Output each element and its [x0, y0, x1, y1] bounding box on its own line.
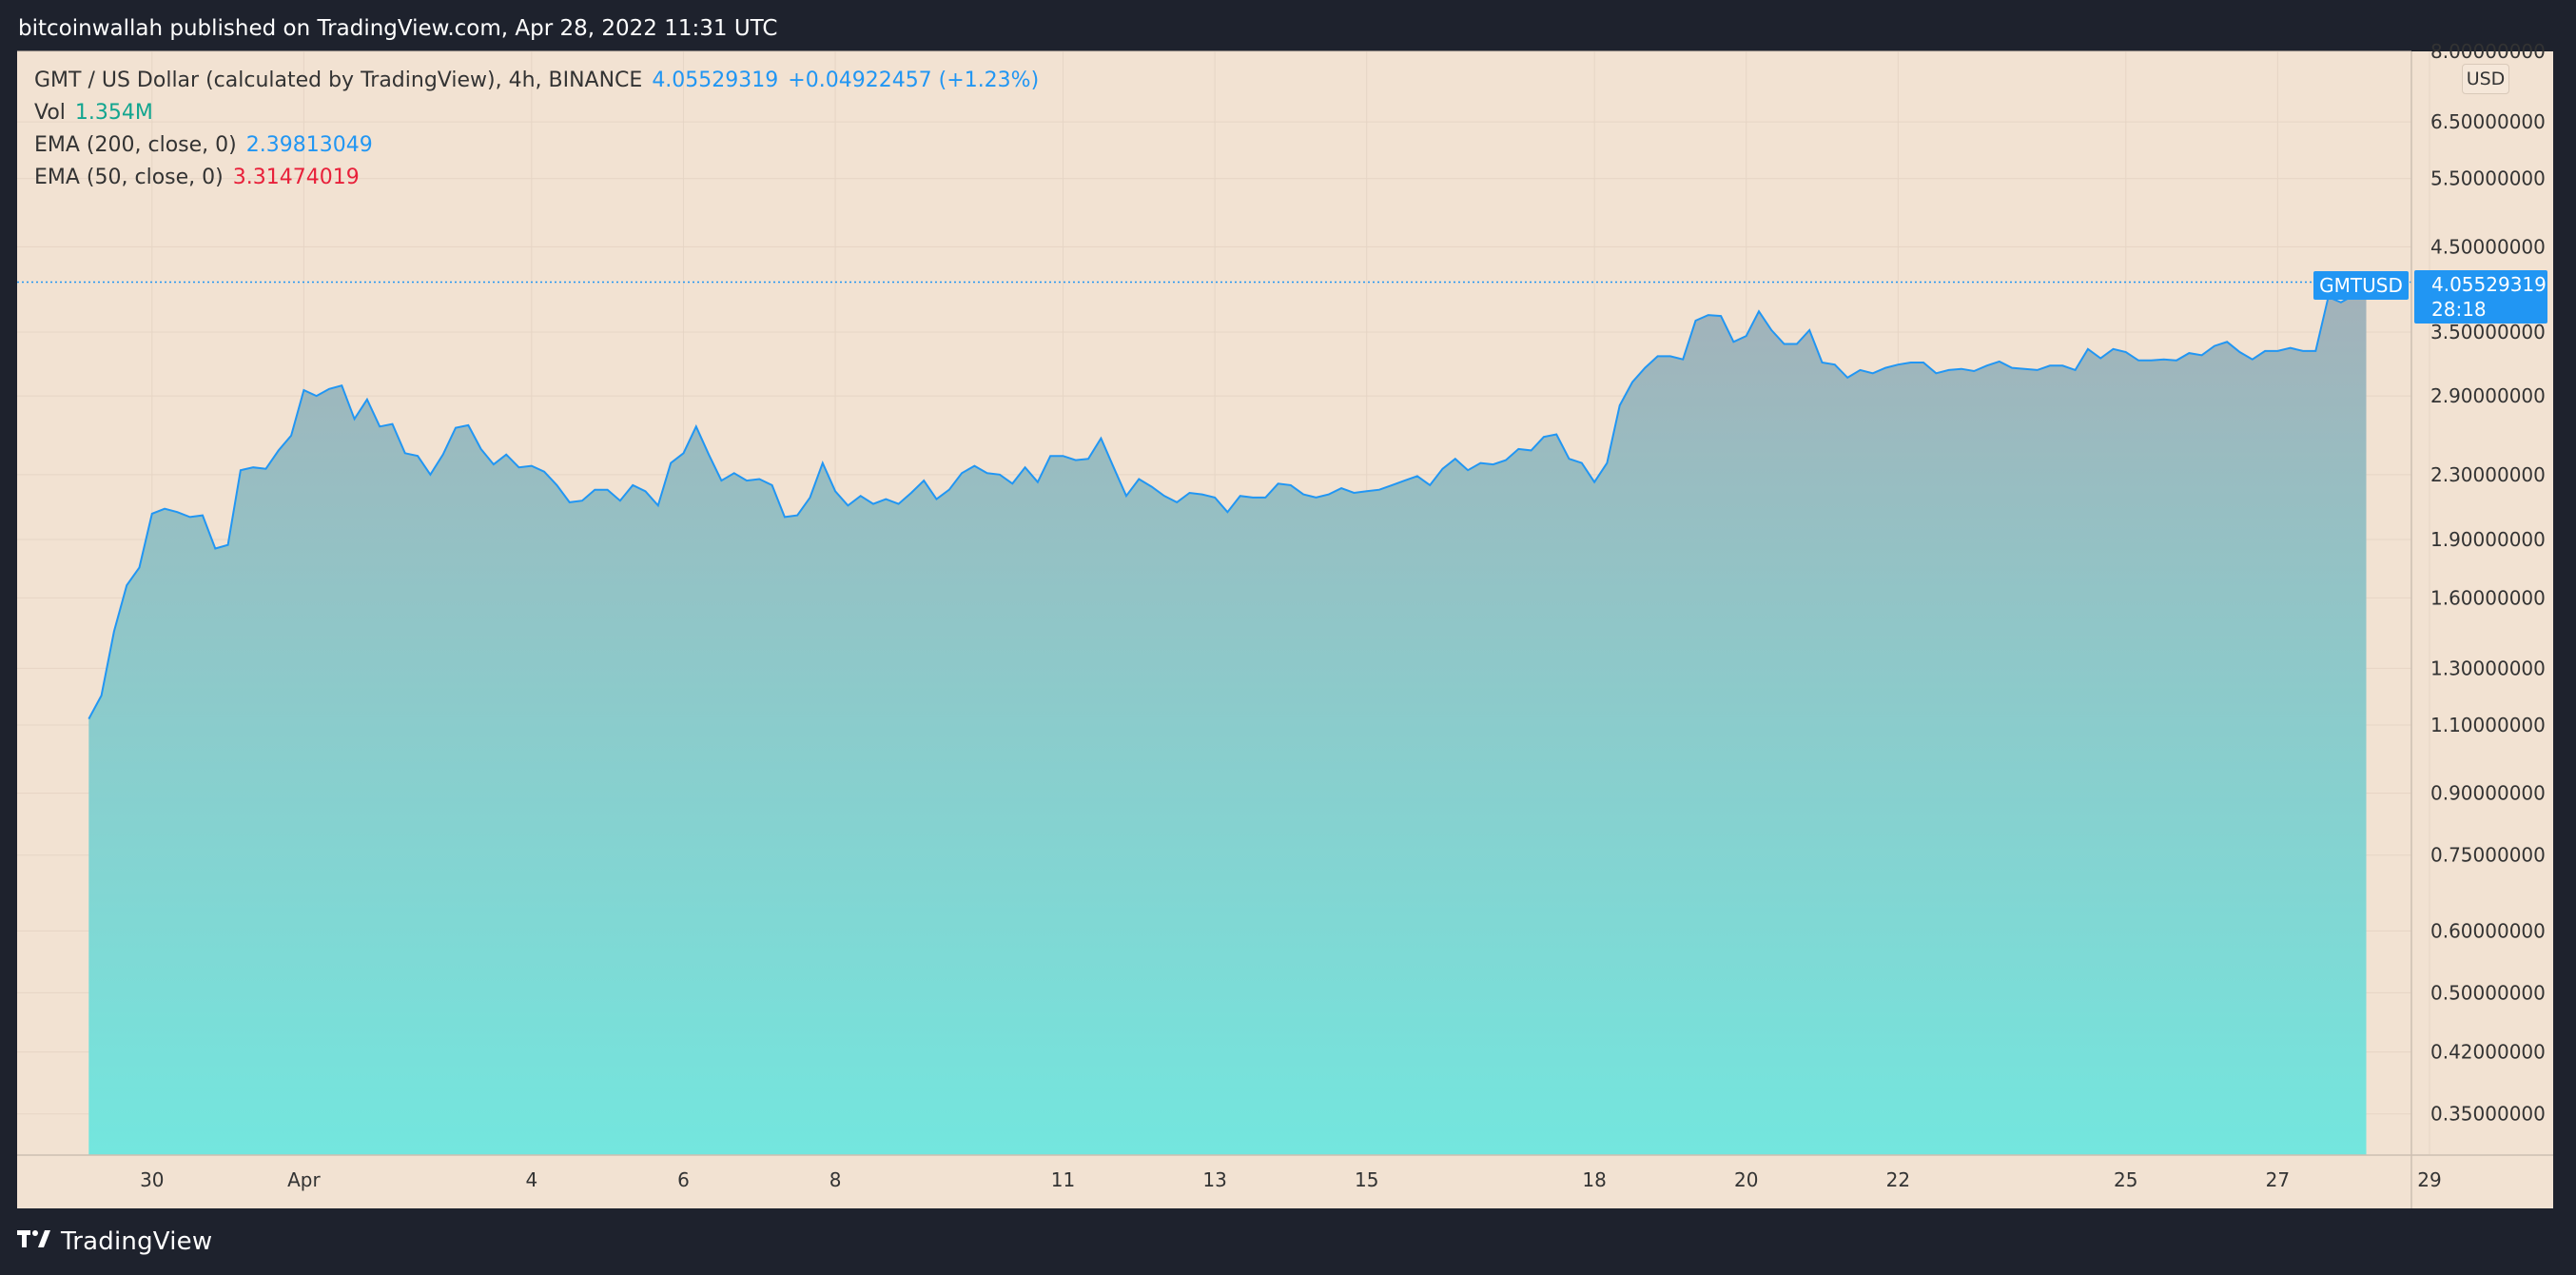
price-tick-label: 5.50000000: [2430, 167, 2546, 190]
price-tick-label: 6.50000000: [2430, 110, 2546, 133]
time-tick-label: 18: [1582, 1168, 1606, 1191]
bar-countdown: 28:18: [2431, 298, 2487, 321]
tradingview-logo-icon: [17, 1227, 53, 1256]
time-tick-label: 22: [1886, 1168, 1910, 1191]
time-tick-label: Apr: [287, 1168, 321, 1191]
symbol-description[interactable]: GMT / US Dollar (calculated by TradingVi…: [34, 69, 643, 92]
time-tick-label: 8: [829, 1168, 842, 1191]
price-tick-label: 3.50000000: [2430, 321, 2546, 343]
time-tick-label: 30: [140, 1168, 164, 1191]
ema50-label: EMA (50, close, 0): [34, 166, 224, 189]
time-tick-label: 20: [1734, 1168, 1758, 1191]
time-tick-label: 13: [1202, 1168, 1226, 1191]
price-tick-label: 1.60000000: [2430, 586, 2546, 609]
currency-button[interactable]: USD: [2462, 64, 2509, 94]
time-axis[interactable]: 30 Apr 4 6 8 11 13 15 18 20 22 25 27 29: [140, 1168, 2442, 1191]
price-tick-label: 2.30000000: [2430, 463, 2546, 486]
symbol-price-label: GMTUSD: [2313, 271, 2409, 300]
last-price-value: 4.05529319: [2431, 273, 2547, 296]
price-tick-label: 2.90000000: [2430, 384, 2546, 407]
legend-price: 4.05529319: [652, 69, 779, 92]
time-tick-label: 6: [677, 1168, 690, 1191]
ema200-value: 2.39813049: [245, 133, 373, 157]
price-tick-label: 0.35000000: [2430, 1103, 2546, 1126]
ema50-value: 3.31474019: [232, 166, 360, 189]
price-axis[interactable]: 8.00000000 6.50000000 5.50000000 4.50000000…: [2430, 40, 2546, 1126]
price-tick-label: 8.00000000: [2430, 40, 2546, 63]
time-tick-label: 25: [2114, 1168, 2137, 1191]
chart-svg[interactable]: 8.00000000 6.50000000 5.50000000 4.50000000…: [0, 0, 2576, 1208]
tradingview-brand[interactable]: TradingView: [17, 1227, 212, 1256]
price-tick-label: 1.10000000: [2430, 714, 2546, 736]
legend-volume-row[interactable]: Vol 1.354M: [34, 97, 1039, 129]
legend-symbol-row: GMT / US Dollar (calculated by TradingVi…: [34, 65, 1039, 97]
price-tick-label: 1.90000000: [2430, 528, 2546, 551]
volume-value: 1.354M: [74, 101, 153, 125]
price-area: [88, 282, 2367, 1155]
legend-ema50-row[interactable]: EMA (50, close, 0) 3.31474019: [34, 162, 1039, 194]
tradingview-wordmark: TradingView: [61, 1227, 213, 1256]
time-tick-label: 27: [2266, 1168, 2290, 1191]
price-line: [88, 281, 2368, 720]
price-tick-label: 0.42000000: [2430, 1041, 2546, 1064]
price-tick-label: 0.50000000: [2430, 981, 2546, 1004]
time-tick-label: 15: [1355, 1168, 1378, 1191]
footer: TradingView: [0, 1208, 2576, 1275]
volume-label: Vol: [34, 101, 66, 125]
legend-change: +0.04922457 (+1.23%): [788, 69, 1040, 92]
publish-info: bitcoinwallah published on TradingView.c…: [18, 16, 778, 41]
price-tick-label: 1.30000000: [2430, 657, 2546, 679]
price-tick-label: 0.90000000: [2430, 782, 2546, 805]
price-tick-label: 0.60000000: [2430, 919, 2546, 942]
ema200-label: EMA (200, close, 0): [34, 133, 237, 157]
time-tick-label: 4: [525, 1168, 537, 1191]
price-tick-label: 0.75000000: [2430, 844, 2546, 867]
price-tick-label: 4.50000000: [2430, 235, 2546, 258]
chart-legend: GMT / US Dollar (calculated by TradingVi…: [34, 65, 1039, 194]
legend-ema200-row[interactable]: EMA (200, close, 0) 2.39813049: [34, 129, 1039, 162]
last-price-tag: 4.05529319 28:18: [2414, 270, 2547, 324]
time-tick-label: 11: [1051, 1168, 1075, 1191]
time-tick-label: 29: [2417, 1168, 2441, 1191]
